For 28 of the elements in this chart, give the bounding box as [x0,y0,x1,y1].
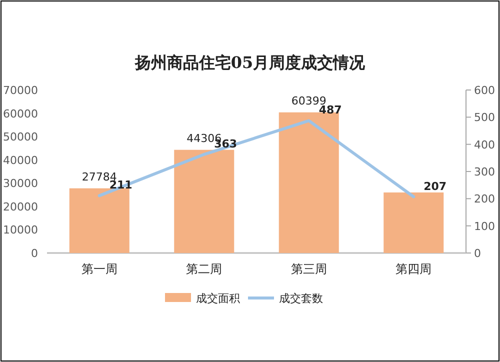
x-tick-label: 第三周 [290,262,327,276]
y2-tick-label: 400 [474,138,495,152]
x-tick-label: 第四周 [396,262,432,276]
x-tick-label: 第二周 [186,262,222,276]
y2-tick-label: 600 [474,84,495,97]
data-label: 211 [109,178,132,192]
chart-title: 扬州商品住宅05月周度成交情况 [134,53,366,72]
y-tick-label: 40000 [3,154,38,167]
bar [69,188,130,253]
legend-label: 成交面积 [196,292,240,305]
bar [278,112,339,253]
y2-tick-label: 200 [474,192,495,206]
y2-tick-label: 100 [474,220,495,233]
data-label: 207 [424,180,447,193]
y2-tick-label: 300 [474,166,495,178]
y-tick-label: 70000 [3,84,38,97]
y-tick-label: 20000 [3,200,38,214]
y-tick-label: 30000 [3,177,38,190]
y2-tick-label: 0 [474,247,481,260]
y-tick-label: 10000 [3,224,38,237]
x-tick-label: 第一周 [81,262,118,276]
bar [384,192,444,253]
y-tick-label: 50000 [3,130,38,144]
y-tick-label: 0 [31,247,38,260]
y-tick-label: 60000 [3,107,38,120]
legend-label: 成交套数 [279,292,323,305]
y2-tick-label: 500 [474,111,495,124]
bar [174,150,234,253]
